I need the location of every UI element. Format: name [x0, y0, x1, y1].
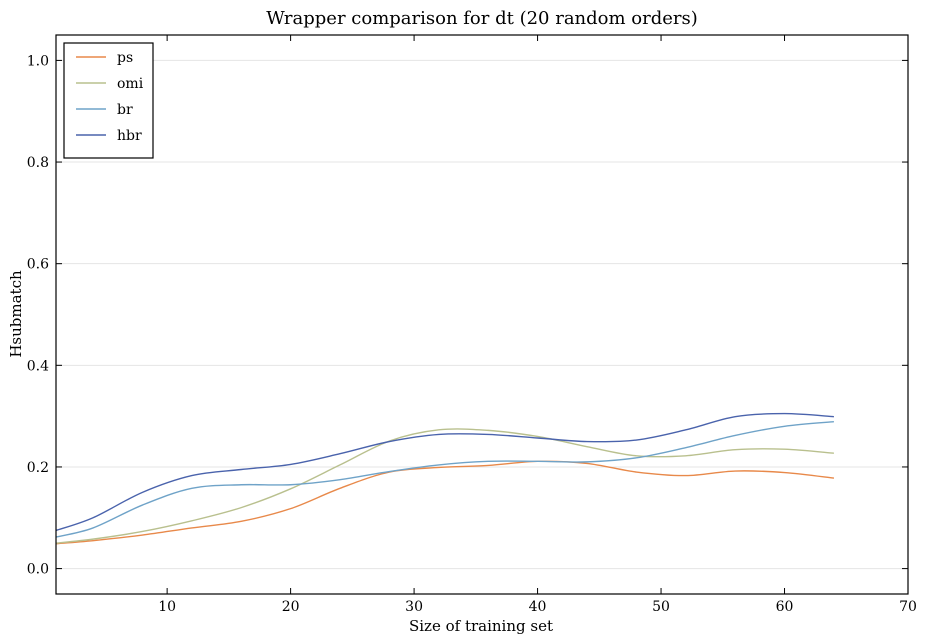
y-tick-label: 0.6	[27, 257, 49, 273]
legend: ps omi br hbr	[63, 42, 154, 159]
legend-label-omi: omi	[117, 76, 144, 92]
x-tick-label: 10	[158, 599, 176, 615]
x-tick-label: 60	[776, 599, 794, 615]
y-axis-label: Hsubmatch	[7, 270, 25, 358]
plot-frame	[55, 34, 909, 595]
series-line-omi	[55, 428, 834, 544]
y-tick-label: 0.4	[27, 358, 49, 374]
series-line-ps	[55, 460, 834, 545]
legend-label-ps: ps	[117, 50, 133, 66]
x-tick-label: 30	[405, 599, 423, 615]
x-tick-label: 70	[899, 599, 917, 615]
y-tick-label: 1.0	[27, 53, 49, 69]
legend-box	[63, 42, 154, 159]
series-line-br	[55, 421, 834, 538]
x-axis-label: Size of training set	[409, 617, 553, 635]
legend-label-hbr: hbr	[117, 128, 142, 144]
x-tick-label: 40	[529, 599, 547, 615]
series-lines	[55, 412, 834, 545]
x-tick-label: 50	[652, 599, 670, 615]
chart-title: Wrapper comparison for dt (20 random ord…	[266, 8, 698, 29]
y-tick-label: 0.0	[27, 562, 49, 578]
y-tick-label: 0.8	[27, 155, 49, 171]
y-tick-label: 0.2	[27, 460, 49, 476]
axis-ticks: 0.0 0.2 0.4 0.6 0.8 1.0 10 20 30 40 50 60 70	[27, 35, 917, 615]
series-line-hbr	[55, 412, 834, 532]
grid-lines	[56, 59, 908, 570]
x-tick-label: 20	[282, 599, 300, 615]
legend-label-br: br	[117, 102, 133, 118]
